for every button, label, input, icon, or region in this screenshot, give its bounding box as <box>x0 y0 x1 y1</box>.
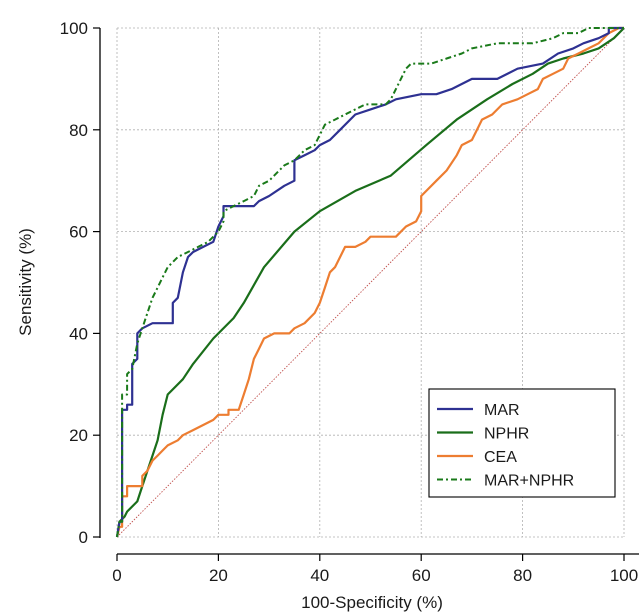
series-lines <box>115 26 625 538</box>
y-tick-label-100: 100 <box>60 19 88 38</box>
ticks: 0 20 40 60 80 100 0 20 40 60 80 100 <box>60 19 639 585</box>
legend-label-mar: MAR <box>484 402 520 419</box>
y-tick-label-0: 0 <box>79 528 88 547</box>
x-tick-label-0: 0 <box>112 566 121 585</box>
legend: MAR NPHR CEA MAR+NPHR <box>428 388 616 498</box>
x-tick-label-40: 40 <box>310 566 329 585</box>
x-tick-label-20: 20 <box>209 566 228 585</box>
x-tick-label-60: 60 <box>412 566 431 585</box>
legend-label-cea: CEA <box>484 449 517 466</box>
y-axis-title: Sensitivity (%) <box>16 228 35 336</box>
y-tick-label-40: 40 <box>69 324 88 343</box>
x-tick-label-80: 80 <box>513 566 532 585</box>
series-mar-nphr <box>116 27 624 538</box>
x-tick-label-100: 100 <box>610 566 638 585</box>
y-tick-label-80: 80 <box>69 121 88 140</box>
y-tick-label-20: 20 <box>69 426 88 445</box>
series-nphr <box>115 27 625 538</box>
legend-label-nphr: NPHR <box>484 426 529 443</box>
series-cea <box>115 26 624 538</box>
axes <box>99 28 639 555</box>
legend-label-mar-nphr: MAR+NPHR <box>484 473 574 490</box>
x-axis-title: 100-Specificity (%) <box>301 593 443 612</box>
y-tick-label-60: 60 <box>69 223 88 242</box>
